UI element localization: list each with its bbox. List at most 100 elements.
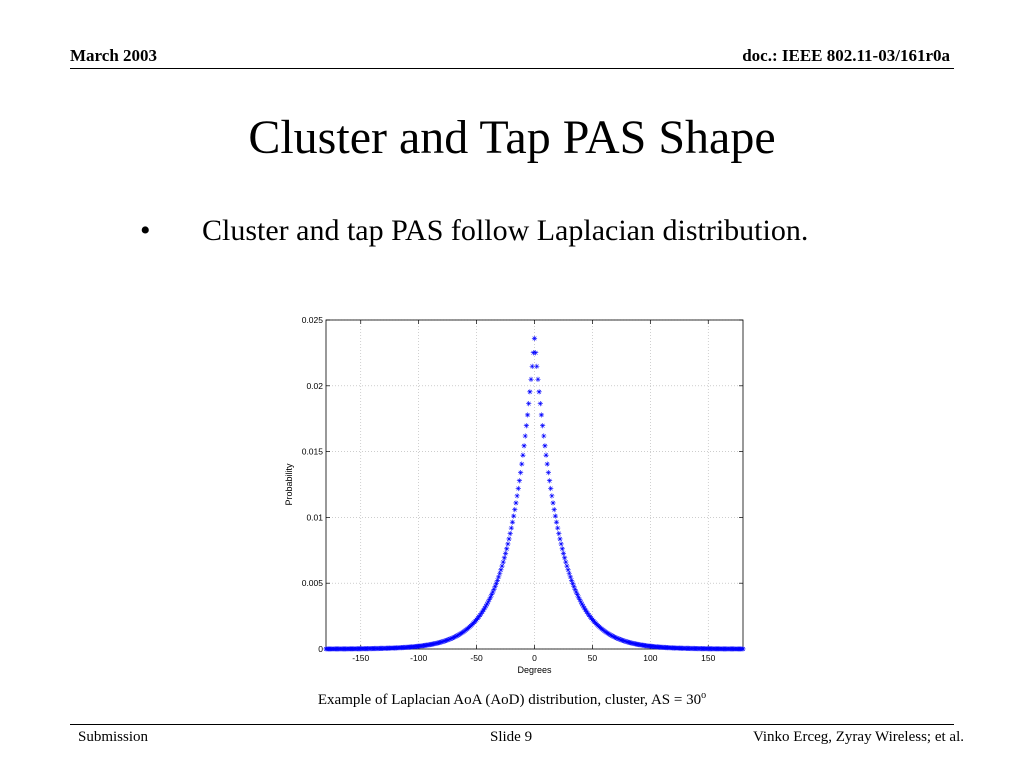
data-point [625,639,631,645]
data-point [740,646,746,652]
data-point [512,507,518,513]
data-point [450,634,457,641]
data-point [567,574,574,580]
data-point [513,500,519,506]
data-point [485,599,491,605]
data-point [552,513,558,519]
data-point [440,638,446,645]
data-point [624,639,630,645]
caption-text: Example of Laplacian AoA (AoD) distribut… [317,692,702,708]
y-tick-label: 0.015 [302,447,324,457]
data-point [621,638,627,644]
y-tick-label: 0 [318,644,323,654]
data-point [438,639,444,645]
data-point [509,519,516,525]
data-point [493,580,499,587]
data-point [618,637,624,643]
data-point [453,633,459,640]
data-point [495,574,502,580]
data-point [454,633,460,639]
data-point [478,610,484,617]
data-point [604,630,611,636]
data-point [524,412,531,418]
data-point [548,485,554,492]
data-point [477,612,483,618]
data-point [487,594,494,600]
data-point [449,635,455,641]
data-point [623,638,629,645]
data-point [479,609,485,615]
data-point [549,493,555,499]
data-point [523,423,529,429]
figure-caption: Example of Laplacian AoA (AoD) distribut… [0,690,1024,709]
data-point [616,636,622,642]
data-point [614,635,620,641]
data-point [536,389,542,395]
data-point [543,452,549,458]
data-point [557,536,563,542]
data-point [528,376,534,382]
data-point [534,363,540,369]
data-point [573,589,579,595]
x-tick-label: -50 [470,653,483,663]
data-point [566,570,572,577]
data-point [484,601,490,607]
bullet-text: Cluster and tap PAS follow Laplacian dis… [202,214,809,247]
data-point [520,452,526,458]
data-point [609,633,615,639]
bullet-marker: • [140,214,151,247]
data-point [515,485,521,492]
data-point [584,609,590,615]
data-point [504,546,510,552]
data-point [480,607,487,613]
data-point [563,559,569,565]
data-point [579,601,585,607]
y-tick-label: 0.01 [306,512,323,522]
data-point [497,570,503,577]
data-point [553,519,560,525]
data-point [546,478,553,484]
data-point [516,478,523,484]
data-point [439,639,445,645]
x-tick-label: 0 [532,653,537,663]
data-point [436,639,443,646]
data-point [531,335,538,342]
data-point [578,599,584,605]
data-point [565,567,571,573]
data-point [490,589,496,595]
data-point [537,401,543,407]
chart-ticks: -150 -100 -50 0 50 100 150 0 0.005 0.01 0.015 0.02 0… [302,315,743,663]
data-point [456,631,462,638]
data-point [492,583,498,590]
x-tick-label: 50 [588,653,598,663]
data-point [508,525,514,531]
y-tick-label: 0.02 [306,381,323,391]
data-point [580,603,586,609]
data-point [445,637,451,643]
caption-degree-superscript: o [701,690,707,701]
x-tick-label: 100 [643,653,657,663]
data-point [610,633,616,640]
data-point [575,594,582,600]
data-point [448,635,454,642]
data-point [499,563,505,569]
header-divider [70,68,954,69]
data-point [522,433,528,439]
data-point [533,350,539,356]
data-point [582,607,589,613]
data-point [585,610,591,617]
x-tick-label: 150 [701,653,715,663]
data-point [482,605,488,611]
data-point [514,493,520,499]
data-point [550,500,556,506]
data-point [551,507,557,513]
data-point [622,638,628,644]
data-point [611,634,618,640]
data-point [555,525,561,531]
data-point [455,632,461,638]
data-point [612,634,619,641]
data-point [617,636,623,643]
footer-slide-number: Slide 9 [490,729,533,745]
y-axis-label: Probability [284,463,294,506]
data-point [489,592,495,598]
